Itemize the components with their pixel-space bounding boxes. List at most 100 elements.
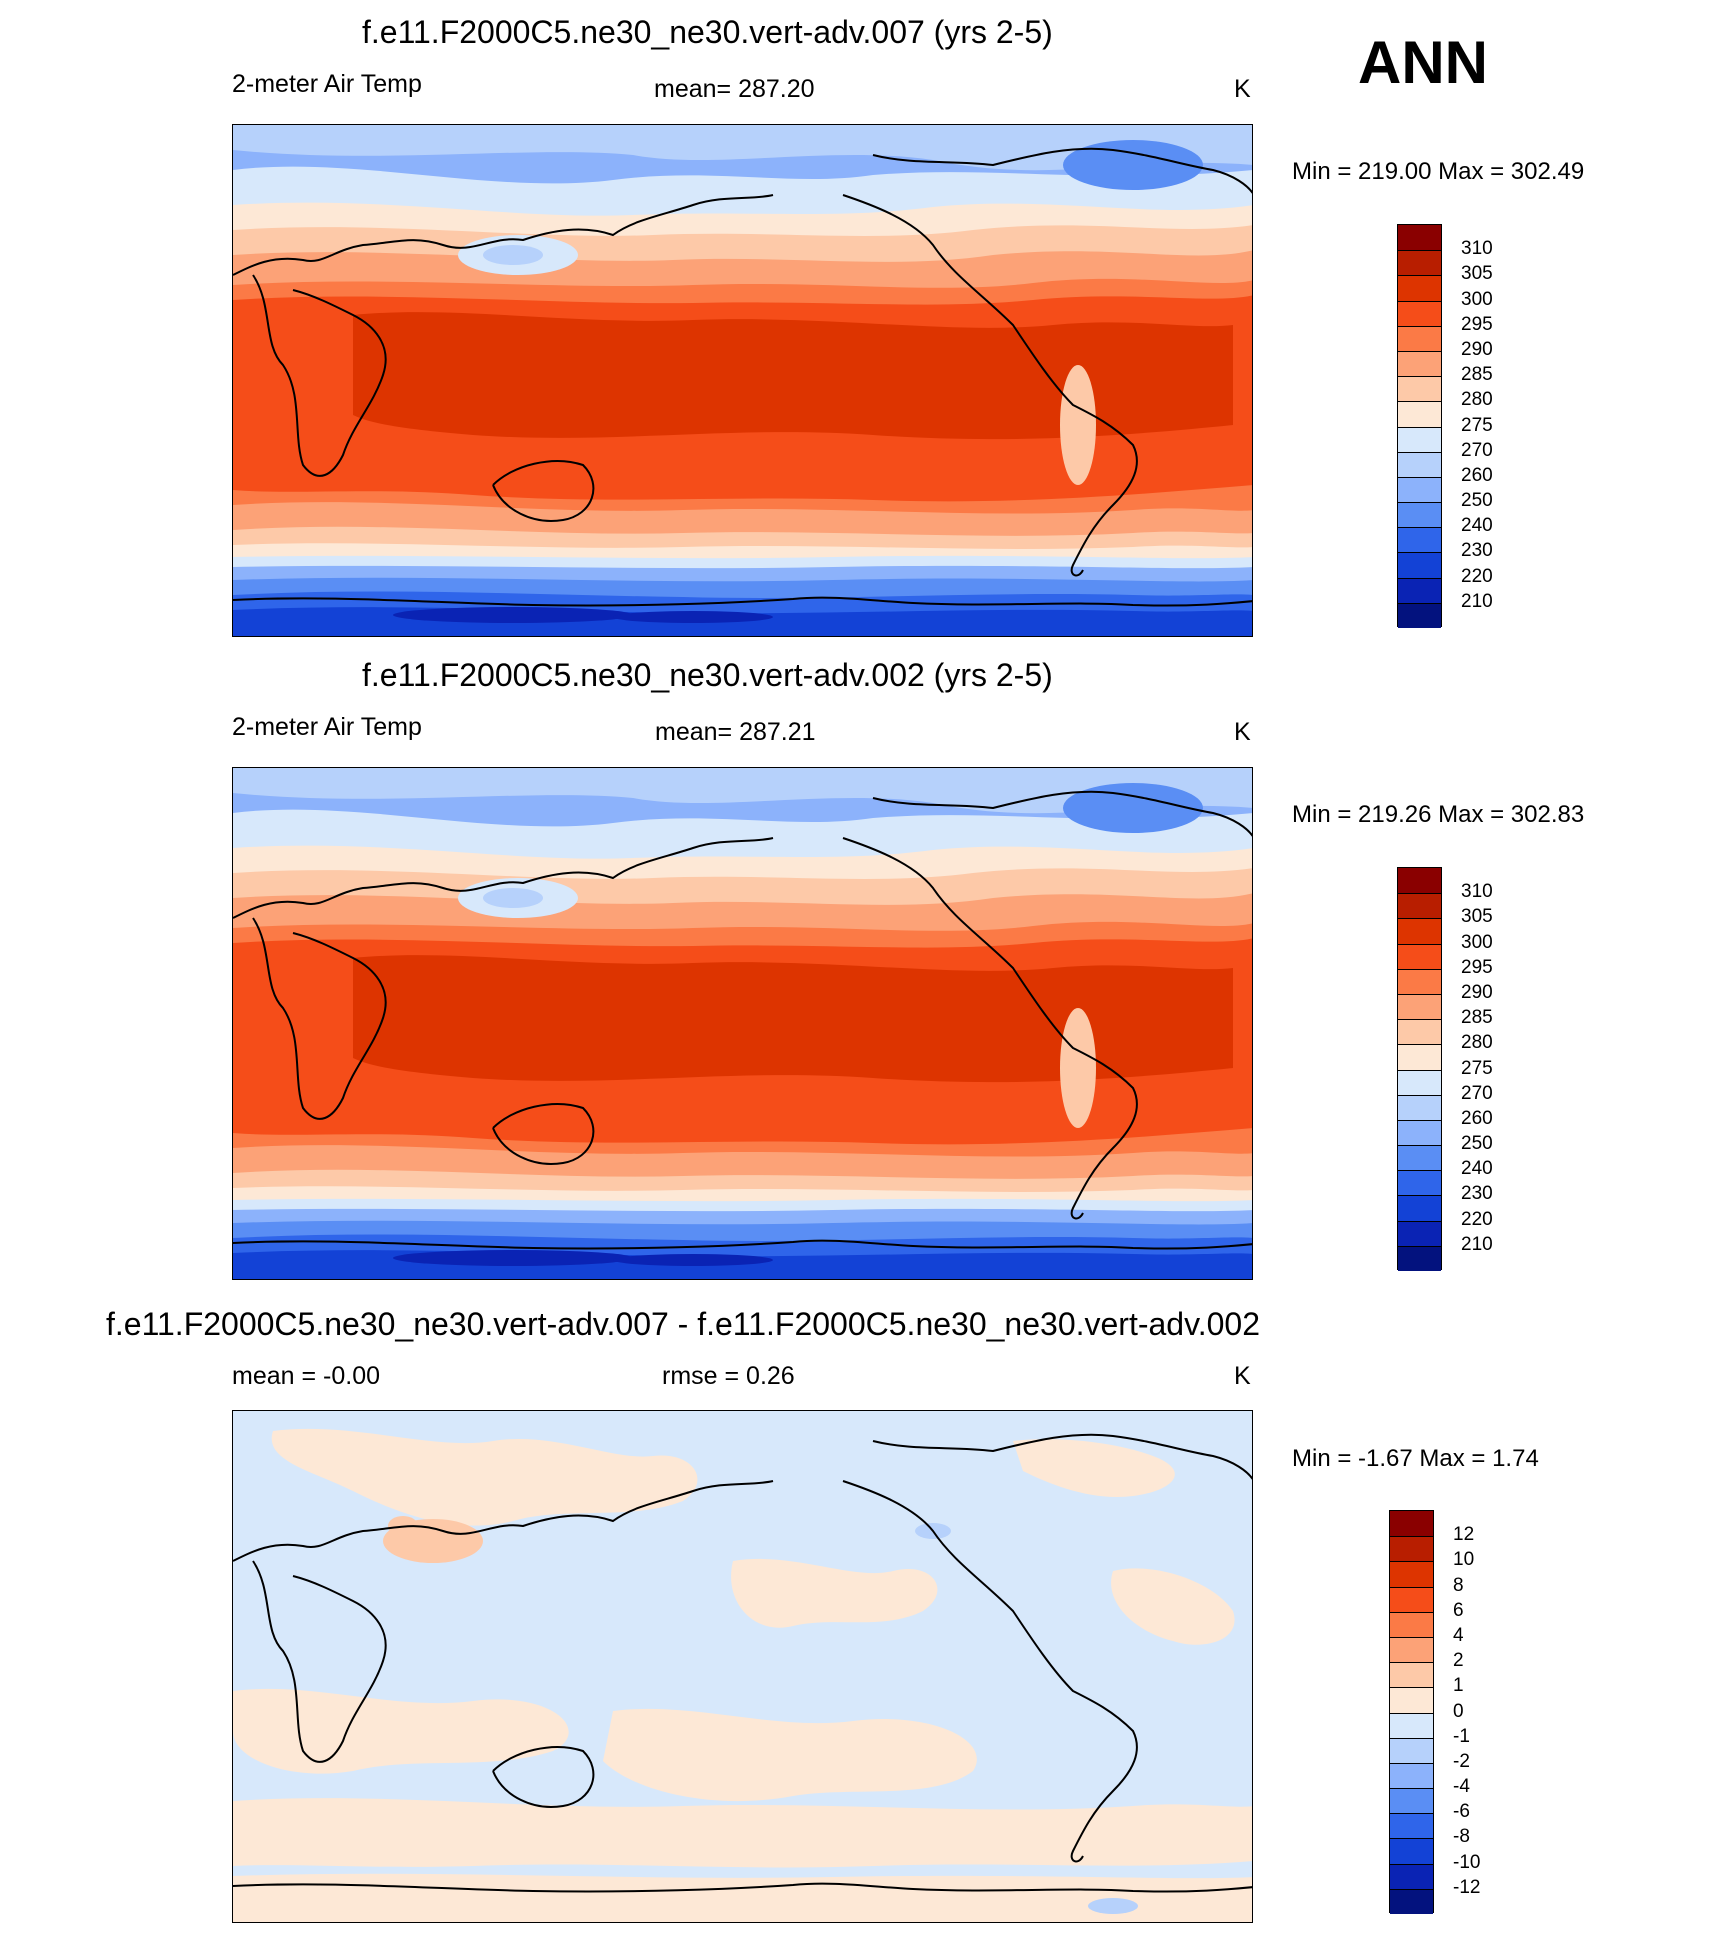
colorbar-swatch xyxy=(1398,943,1441,969)
colorbar-swatch xyxy=(1390,1838,1433,1864)
colorbar-swatch xyxy=(1398,993,1441,1020)
colorbar-swatch xyxy=(1398,602,1441,628)
colorbar-swatch xyxy=(1390,1888,1433,1914)
colorbar-swatch xyxy=(1398,893,1441,919)
colorbar-swatch xyxy=(1398,1019,1441,1045)
colorbar-tick-label: 10 xyxy=(1453,1549,1475,1571)
colorbar-swatch xyxy=(1398,1119,1441,1146)
colorbar-tick-label: 250 xyxy=(1461,1133,1493,1155)
colorbar-tick-label: -12 xyxy=(1453,1876,1481,1898)
colorbar-tick-label: -1 xyxy=(1453,1725,1470,1747)
panel-2-title: f.e11.F2000C5.ne30_ne30.vert-adv.002 (yr… xyxy=(362,657,1053,693)
colorbar-swatch xyxy=(1398,376,1441,402)
colorbar-tick-label: 250 xyxy=(1461,490,1493,512)
colorbar-tick-label: 285 xyxy=(1461,364,1493,386)
colorbar-swatch xyxy=(1398,527,1441,553)
colorbar-swatch xyxy=(1390,1511,1433,1537)
colorbar-tick-label: 290 xyxy=(1461,981,1493,1003)
colorbar-tick-label: 310 xyxy=(1461,881,1493,903)
colorbar-tick-label: 270 xyxy=(1461,439,1493,461)
panel-2-mean-label: mean= 287.21 xyxy=(655,718,816,746)
colorbar-tick-label: 240 xyxy=(1461,515,1493,537)
colorbar-swatch xyxy=(1398,1170,1441,1196)
panel-2-minmax-label: Min = 219.26 Max = 302.83 xyxy=(1292,801,1585,828)
colorbar-tick-label: 280 xyxy=(1461,1032,1493,1054)
colorbar-swatch xyxy=(1398,1145,1441,1171)
panel-3-difference-field xyxy=(233,1411,1252,1922)
panel-1-colorbar xyxy=(1397,224,1442,628)
colorbar-swatch xyxy=(1390,1561,1433,1587)
colorbar-swatch xyxy=(1398,401,1441,427)
colorbar-swatch xyxy=(1398,350,1441,377)
colorbar-tick-label: 310 xyxy=(1461,238,1493,260)
colorbar-tick-label: 275 xyxy=(1461,414,1493,436)
colorbar-swatch xyxy=(1390,1788,1433,1814)
colorbar-tick-label: 270 xyxy=(1461,1082,1493,1104)
colorbar-swatch xyxy=(1398,300,1441,326)
colorbar-swatch xyxy=(1398,1245,1441,1271)
colorbar-tick-label: 280 xyxy=(1461,389,1493,411)
colorbar-swatch xyxy=(1398,577,1441,603)
colorbar-swatch xyxy=(1390,1586,1433,1612)
colorbar-swatch xyxy=(1390,1536,1433,1562)
colorbar-swatch xyxy=(1398,325,1441,351)
colorbar-tick-label: 0 xyxy=(1453,1700,1464,1722)
panel-1-mean-label: mean= 287.20 xyxy=(654,75,815,103)
colorbar-swatch xyxy=(1390,1636,1433,1663)
colorbar-tick-label: 300 xyxy=(1461,931,1493,953)
panel-3-map xyxy=(232,1410,1253,1923)
colorbar-swatch xyxy=(1390,1863,1433,1889)
panel-1-variable-label: 2-meter Air Temp xyxy=(232,70,422,98)
panel-2-variable-label: 2-meter Air Temp xyxy=(232,713,422,741)
colorbar-swatch xyxy=(1390,1813,1433,1839)
panel-3-colorbar xyxy=(1389,1510,1434,1914)
colorbar-tick-label: 275 xyxy=(1461,1057,1493,1079)
panel-3-minmax-label: Min = -1.67 Max = 1.74 xyxy=(1292,1445,1539,1472)
colorbar-swatch xyxy=(1398,968,1441,994)
colorbar-tick-label: 260 xyxy=(1461,1107,1493,1129)
colorbar-tick-label: -2 xyxy=(1453,1750,1470,1772)
colorbar-tick-label: 4 xyxy=(1453,1624,1464,1646)
panel-1-map xyxy=(232,124,1253,637)
panel-1-temperature-field xyxy=(233,125,1252,636)
panel-2-colorbar xyxy=(1397,867,1442,1271)
colorbar-tick-label: 295 xyxy=(1461,956,1493,978)
colorbar-swatch xyxy=(1390,1737,1433,1763)
panel-1-units-label: K xyxy=(1234,75,1251,103)
colorbar-tick-label: 230 xyxy=(1461,540,1493,562)
colorbar-swatch xyxy=(1390,1712,1433,1738)
season-label: ANN xyxy=(1358,29,1488,96)
colorbar-tick-label: 1 xyxy=(1453,1675,1464,1697)
panel-1-minmax-label: Min = 219.00 Max = 302.49 xyxy=(1292,158,1585,185)
colorbar-tick-label: -6 xyxy=(1453,1801,1470,1823)
colorbar-tick-label: 260 xyxy=(1461,464,1493,486)
colorbar-swatch xyxy=(1398,1044,1441,1070)
panel-3-rmse-label: rmse = 0.26 xyxy=(662,1362,795,1390)
colorbar-tick-label: 6 xyxy=(1453,1599,1464,1621)
colorbar-tick-label: -4 xyxy=(1453,1776,1470,1798)
colorbar-swatch xyxy=(1390,1611,1433,1637)
colorbar-swatch xyxy=(1398,1094,1441,1120)
colorbar-swatch xyxy=(1398,1069,1441,1095)
colorbar-tick-label: 290 xyxy=(1461,338,1493,360)
colorbar-tick-label: 210 xyxy=(1461,590,1493,612)
panel-1-title: f.e11.F2000C5.ne30_ne30.vert-adv.007 (yr… xyxy=(362,14,1053,50)
colorbar-tick-label: 305 xyxy=(1461,263,1493,285)
colorbar-swatch xyxy=(1398,451,1441,477)
colorbar-tick-label: 295 xyxy=(1461,313,1493,335)
panel-3-title: f.e11.F2000C5.ne30_ne30.vert-adv.007 - f… xyxy=(106,1306,1260,1342)
colorbar-tick-label: 210 xyxy=(1461,1233,1493,1255)
panel-2-units-label: K xyxy=(1234,718,1251,746)
colorbar-tick-label: 285 xyxy=(1461,1007,1493,1029)
colorbar-swatch xyxy=(1398,552,1441,578)
colorbar-swatch xyxy=(1398,426,1441,452)
panel-2-temperature-field xyxy=(233,768,1252,1279)
colorbar-swatch xyxy=(1390,1687,1433,1713)
colorbar-swatch xyxy=(1398,1195,1441,1221)
colorbar-tick-label: 220 xyxy=(1461,565,1493,587)
colorbar-swatch xyxy=(1398,868,1441,894)
colorbar-swatch xyxy=(1398,1220,1441,1246)
panel-2-map xyxy=(232,767,1253,1280)
colorbar-tick-label: 220 xyxy=(1461,1208,1493,1230)
colorbar-swatch xyxy=(1398,225,1441,251)
